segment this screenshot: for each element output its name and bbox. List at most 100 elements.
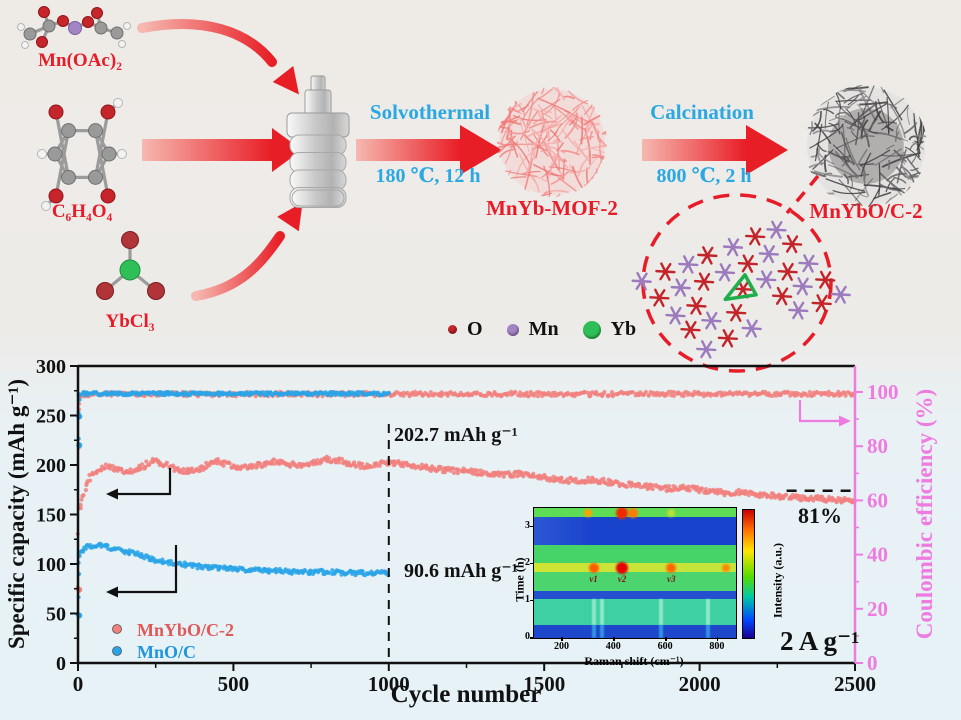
precursor-label-ybcl3: YbCl₃ (105, 311, 155, 332)
calcination-arrow (642, 125, 788, 175)
annotation-retention: 81% (798, 503, 842, 528)
series-mno-c-coulombic-efficiency (76, 390, 391, 441)
step-condition-calcination: 800 ℃, 2 h (656, 165, 752, 187)
efficiency-axis-pointer-arrow (798, 400, 851, 427)
heatmap-hotspot (588, 562, 599, 573)
atom-symbol-o: O (467, 318, 483, 340)
feed-arrow-top (137, 18, 300, 95)
heatmap-band (534, 545, 736, 563)
autoclave (286, 75, 350, 208)
heatmap-band (534, 591, 736, 599)
heatmap-streak (599, 625, 604, 638)
oxygen-ball-icon (448, 325, 457, 334)
atom-legend: O Mn Yb (448, 318, 650, 341)
heatmap-hotspot (721, 563, 730, 572)
annotation-pink-capacity: 202.7 mAh g⁻¹ (394, 424, 518, 446)
step-label-calcination: Calcination (650, 100, 754, 124)
crystal-structure (631, 220, 851, 359)
inset-x-tick-label: 800 (709, 641, 725, 652)
heatmap-hotspot (616, 561, 629, 574)
x-tick-label: 0 (73, 672, 84, 696)
y-left-tick-label: 300 (36, 356, 66, 378)
x-tick-label: 500 (218, 672, 250, 696)
solvothermal-arrow (356, 125, 502, 175)
inset-y-tick-label: 2 (525, 556, 530, 568)
x-tick-label: 2000 (679, 672, 721, 696)
heatmap-hotspot (616, 508, 629, 519)
annotation-blue-capacity: 90.6 mAh g⁻¹ (404, 560, 518, 582)
raman-peak-label: v1 (589, 574, 598, 584)
legend-label: MnYbO/C-2 (137, 620, 234, 640)
heatmap-band (534, 625, 736, 638)
inset-y-tick-label: 3 (525, 519, 530, 531)
heatmap-plot-area: v1 v2 v3 (533, 507, 737, 639)
raman-peak-label: v3 (667, 574, 676, 584)
manganese-ball-icon (506, 323, 519, 336)
inset-x-tick-label: 600 (657, 641, 673, 652)
heatmap-hotspot (627, 508, 638, 518)
inset-y-tick-label: 0 (525, 631, 530, 642)
atom-symbol-yb: Yb (610, 318, 637, 340)
heatmap-streak (591, 599, 596, 625)
heatmap-streak (658, 625, 663, 638)
y-right-tick-label: 100 (867, 380, 899, 404)
x-tick-label: 1000 (368, 672, 410, 696)
inset-x-tick-label: 200 (553, 641, 569, 652)
y-right-tick-label: 0 (867, 651, 878, 675)
product-label-oxide: MnYbO/C-2 (809, 199, 923, 223)
mof-sphere (497, 87, 607, 197)
molecule-dhbq (37, 98, 127, 211)
x-tick-label: 1500 (523, 672, 565, 696)
step-label-solvothermal: Solvothermal (369, 100, 491, 124)
precursor-label-c6h4o4: C₆H₄O₄ (51, 201, 113, 222)
heatmap-hotspot (584, 508, 593, 517)
x-axis-title: Cycle number (391, 681, 542, 708)
raman-heatmap-inset: v1 v2 v3 Raman shift (cm⁻¹) Time (h) Inten… (510, 493, 785, 675)
y-left-tick-label: 200 (36, 455, 66, 477)
heatmap-band (534, 572, 736, 591)
feed-arrow-bottom (191, 202, 303, 301)
synthesis-scheme (17, 6, 927, 373)
y-left-tick-label: 150 (36, 505, 66, 527)
inset-x-axis-label: Raman shift (cm⁻¹) (584, 654, 684, 668)
precursor-label-mnoac: Mn(OAc)₂ (38, 50, 122, 71)
blue-series-pointer-arrow (106, 545, 178, 598)
heatmap-band (534, 563, 736, 572)
raman-peak-label: v2 (617, 574, 627, 584)
heatmap-hotspot (667, 508, 676, 517)
heatmap-streak (705, 599, 710, 625)
inset-y-axis-label: Time (h) (512, 557, 527, 602)
y-right-tick-label: 40 (867, 543, 888, 567)
heatmap-band (534, 599, 736, 625)
molecule-mn-acetate (17, 6, 131, 49)
step-condition-solvothermal: 180 ℃, 12 h (375, 165, 481, 187)
inset-x-tick-label: 400 (605, 641, 621, 652)
y-left-tick-label: 250 (36, 406, 66, 428)
product-label-mof: MnYb-MOF-2 (486, 196, 618, 220)
colorbar-label: Intensity (a.u.) (770, 543, 785, 619)
heatmap-hotspot (666, 562, 677, 573)
oxide-sphere (805, 85, 927, 207)
ytterbium-ball-icon (582, 320, 601, 339)
heatmap-streak (599, 599, 604, 625)
legend-label: MnO/C (137, 642, 196, 662)
y-right-tick-label: 80 (867, 434, 888, 458)
feed-arrow-middle (142, 128, 302, 172)
pink-series-pointer-arrow (106, 468, 172, 500)
intensity-colorbar (742, 509, 755, 639)
x-tick-label: 2500 (834, 672, 876, 696)
annotation-current-rate: 2 A g⁻¹ (780, 626, 859, 656)
series-mno-c-capacity (75, 541, 391, 617)
y-left-axis-title: Specific capacity (mAh g⁻¹) (4, 379, 29, 649)
y-right-tick-label: 20 (867, 597, 888, 621)
heatmap-streak (591, 625, 596, 638)
y-right-axis-title: Coulombic efficiency (%) (912, 389, 937, 639)
heatmap-streak (705, 625, 710, 638)
inset-y-tick-label: 1 (525, 593, 530, 605)
heatmap-band (534, 517, 736, 545)
y-right-tick-label: 60 (867, 488, 888, 512)
